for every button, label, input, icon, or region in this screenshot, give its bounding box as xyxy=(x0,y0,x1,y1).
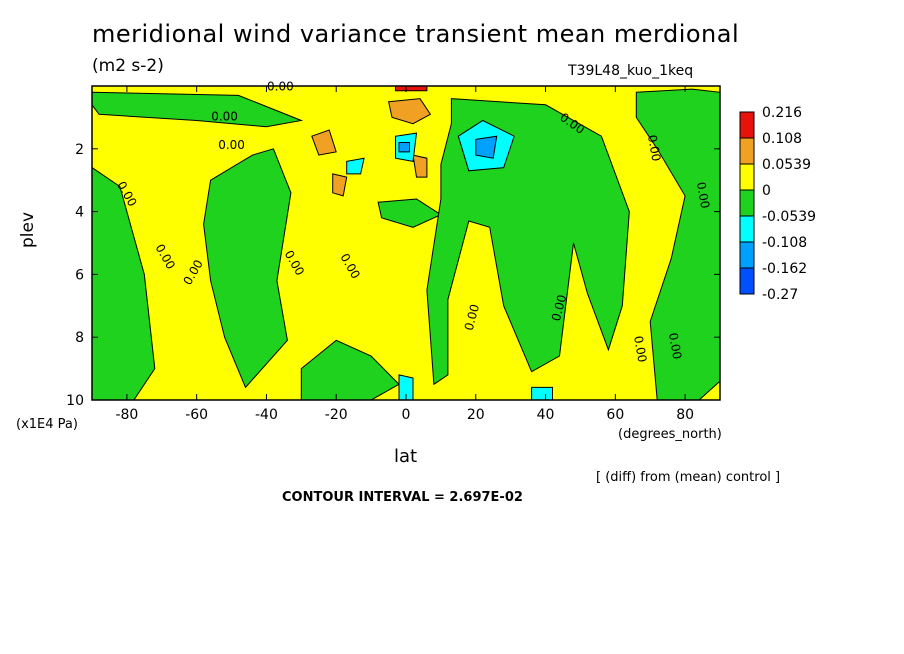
x-axis-label: lat xyxy=(394,446,418,467)
legend-level-label: -0.27 xyxy=(762,287,798,303)
legend-swatch xyxy=(739,267,755,295)
region-positive-orange-top xyxy=(387,98,432,125)
y-axis-unit: (x1E4 Pa) xyxy=(16,417,78,432)
region-negative-blue-nh xyxy=(475,135,498,159)
y-tick-label: 6 xyxy=(75,267,84,283)
x-tick-label: 0 xyxy=(402,407,411,423)
y-tick-label: 10 xyxy=(66,393,84,409)
x-tick-label: -40 xyxy=(255,407,278,423)
x-tick-label: -60 xyxy=(185,407,208,423)
x-tick-label: -80 xyxy=(115,407,138,423)
region-negative-sh-column-2 xyxy=(203,148,292,389)
legend-level-label: -0.108 xyxy=(762,235,807,251)
region-negative-cyan-sh xyxy=(346,157,365,175)
chart-title: meridional wind variance transient mean … xyxy=(92,20,740,48)
legend-swatch xyxy=(739,189,755,217)
diff-note: [ (diff) from (mean) control ] xyxy=(596,470,781,485)
region-negative-top-band xyxy=(91,91,304,128)
contour-label: 0.00 xyxy=(218,138,245,152)
region-positive-orange-sh xyxy=(311,129,337,156)
y-tick-label: 4 xyxy=(75,205,84,221)
x-axis-unit: (degrees_north) xyxy=(618,427,722,442)
contour-label: 0.00 xyxy=(694,181,712,210)
run-name: T39L48_kuo_1keq xyxy=(568,63,694,79)
region-negative-cyan-bottom-40 xyxy=(531,386,553,401)
x-tick-label: 40 xyxy=(537,407,555,423)
contour-interval: CONTOUR INTERVAL = 2.697E-02 xyxy=(282,490,523,505)
legend-swatch xyxy=(739,215,755,243)
contour-label: 0.00 xyxy=(462,303,482,332)
region-positive-orange-eq xyxy=(412,154,428,178)
chart-units: (m2 s-2) xyxy=(92,56,164,76)
x-tick-label: 20 xyxy=(467,407,485,423)
axes: -80 -60 -40 -20 0 20 40 60 80 2 4 6 8 10 xyxy=(66,86,720,423)
contour-label: 0.00 xyxy=(631,335,649,364)
region-positive-orange-sh-2 xyxy=(332,173,348,197)
legend-swatch xyxy=(739,137,755,165)
y-tick-label: 8 xyxy=(75,330,84,346)
legend-level-label: 0.0539 xyxy=(762,157,811,173)
x-tick-label: 60 xyxy=(606,407,624,423)
contour-label: 0.00 xyxy=(666,332,684,361)
contour-label: 0.00 xyxy=(211,110,238,124)
legend-level-label: 0.216 xyxy=(762,105,802,121)
contour-label: 0.00 xyxy=(549,293,569,322)
color-legend: 0.216 0.108 0.0539 0 -0.0539 -0.108 -0.162 -0.2… xyxy=(739,105,816,303)
legend-swatch xyxy=(739,163,755,191)
region-negative-nh-edge xyxy=(635,88,721,401)
x-tick-label: -20 xyxy=(325,407,348,423)
legend-level-label: -0.0539 xyxy=(762,209,816,225)
legend-level-label: 0 xyxy=(762,183,771,199)
contour-label: 0.00 xyxy=(645,134,663,163)
y-tick-label: 2 xyxy=(75,142,84,158)
legend-swatch xyxy=(739,241,755,269)
legend-swatch xyxy=(739,111,755,139)
plot-regions xyxy=(91,85,721,401)
x-tick-label: 80 xyxy=(676,407,694,423)
contour-label: 0.00 xyxy=(267,80,294,94)
region-negative-blue-eq xyxy=(398,142,410,153)
legend-level-label: 0.108 xyxy=(762,131,802,147)
legend-level-label: -0.162 xyxy=(762,261,807,277)
region-negative-mid-blob xyxy=(377,198,442,228)
